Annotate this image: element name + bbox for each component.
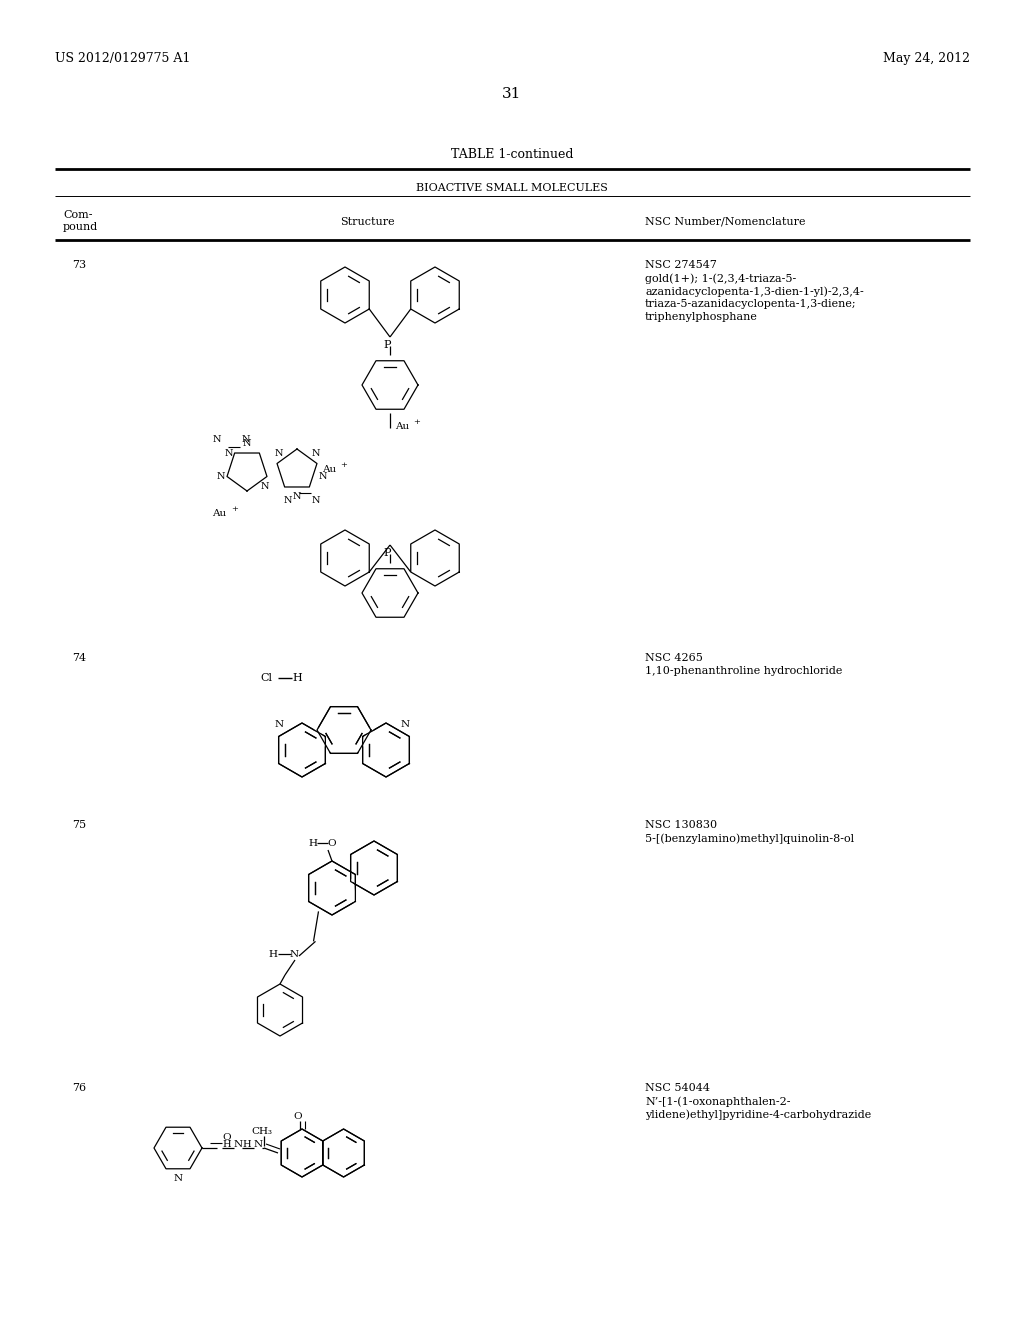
Text: gold(1+); 1-(2,3,4-triaza-5-: gold(1+); 1-(2,3,4-triaza-5- <box>645 273 797 284</box>
Text: N: N <box>242 436 251 444</box>
Text: BIOACTIVE SMALL MOLECULES: BIOACTIVE SMALL MOLECULES <box>416 183 608 193</box>
Text: P: P <box>383 548 391 558</box>
Text: Au: Au <box>322 465 336 474</box>
Text: pound: pound <box>63 222 98 232</box>
Text: 31: 31 <box>503 87 521 102</box>
Text: O: O <box>294 1111 302 1121</box>
Text: Structure: Structure <box>340 216 394 227</box>
Text: H: H <box>268 950 278 960</box>
Text: Au: Au <box>395 422 410 432</box>
Text: 76: 76 <box>72 1082 86 1093</box>
Text: +: + <box>413 418 420 426</box>
Text: O: O <box>327 840 336 847</box>
Text: N: N <box>254 1140 263 1148</box>
Text: TABLE 1-continued: TABLE 1-continued <box>451 148 573 161</box>
Text: 75: 75 <box>72 820 86 830</box>
Text: N: N <box>311 449 319 458</box>
Text: NSC Number/Nomenclature: NSC Number/Nomenclature <box>645 216 806 227</box>
Text: N: N <box>260 483 269 491</box>
Text: Com-: Com- <box>63 210 92 220</box>
Text: +: + <box>340 461 347 469</box>
Text: N: N <box>213 436 221 444</box>
Text: N: N <box>173 1173 182 1183</box>
Text: O: O <box>222 1133 230 1142</box>
Text: azanidacyclopenta-1,3-dien-1-yl)-2,3,4-: azanidacyclopenta-1,3-dien-1-yl)-2,3,4- <box>645 286 864 297</box>
Text: ylidene)ethyl]pyridine-4-carbohydrazide: ylidene)ethyl]pyridine-4-carbohydrazide <box>645 1109 871 1119</box>
Text: 74: 74 <box>72 653 86 663</box>
Text: CH₃: CH₃ <box>252 1127 272 1137</box>
Text: H: H <box>308 840 317 847</box>
Text: N: N <box>234 1140 243 1148</box>
Text: P: P <box>383 341 391 350</box>
Text: N: N <box>400 721 410 729</box>
Text: Cl: Cl <box>260 673 272 682</box>
Text: NSC 54044: NSC 54044 <box>645 1082 710 1093</box>
Text: triaza-5-azanidacyclopenta-1,3-diene;: triaza-5-azanidacyclopenta-1,3-diene; <box>645 300 857 309</box>
Text: H: H <box>242 1140 251 1148</box>
Text: H: H <box>222 1140 230 1148</box>
Text: N: N <box>216 473 225 480</box>
Text: 73: 73 <box>72 260 86 271</box>
Text: +: + <box>231 506 238 513</box>
Text: N: N <box>290 950 299 960</box>
Text: N: N <box>274 721 284 729</box>
Text: N: N <box>224 449 232 458</box>
Text: 5-[(benzylamino)methyl]quinolin-8-ol: 5-[(benzylamino)methyl]quinolin-8-ol <box>645 833 854 843</box>
Text: N’-[1-(1-oxonaphthalen-2-: N’-[1-(1-oxonaphthalen-2- <box>645 1096 791 1106</box>
Text: NSC 130830: NSC 130830 <box>645 820 717 830</box>
Text: May 24, 2012: May 24, 2012 <box>883 51 970 65</box>
Text: N: N <box>243 440 251 447</box>
Text: Au: Au <box>212 510 226 517</box>
Text: 1,10-phenanthroline hydrochloride: 1,10-phenanthroline hydrochloride <box>645 667 843 676</box>
Text: N: N <box>284 496 292 506</box>
Text: NSC 274547: NSC 274547 <box>645 260 717 271</box>
Text: US 2012/0129775 A1: US 2012/0129775 A1 <box>55 51 190 65</box>
Text: N: N <box>312 496 321 506</box>
Text: H: H <box>292 673 302 682</box>
Text: N: N <box>274 449 283 458</box>
Text: N: N <box>293 492 301 502</box>
Text: NSC 4265: NSC 4265 <box>645 653 702 663</box>
Text: triphenylphosphane: triphenylphosphane <box>645 312 758 322</box>
Text: N: N <box>318 473 328 480</box>
